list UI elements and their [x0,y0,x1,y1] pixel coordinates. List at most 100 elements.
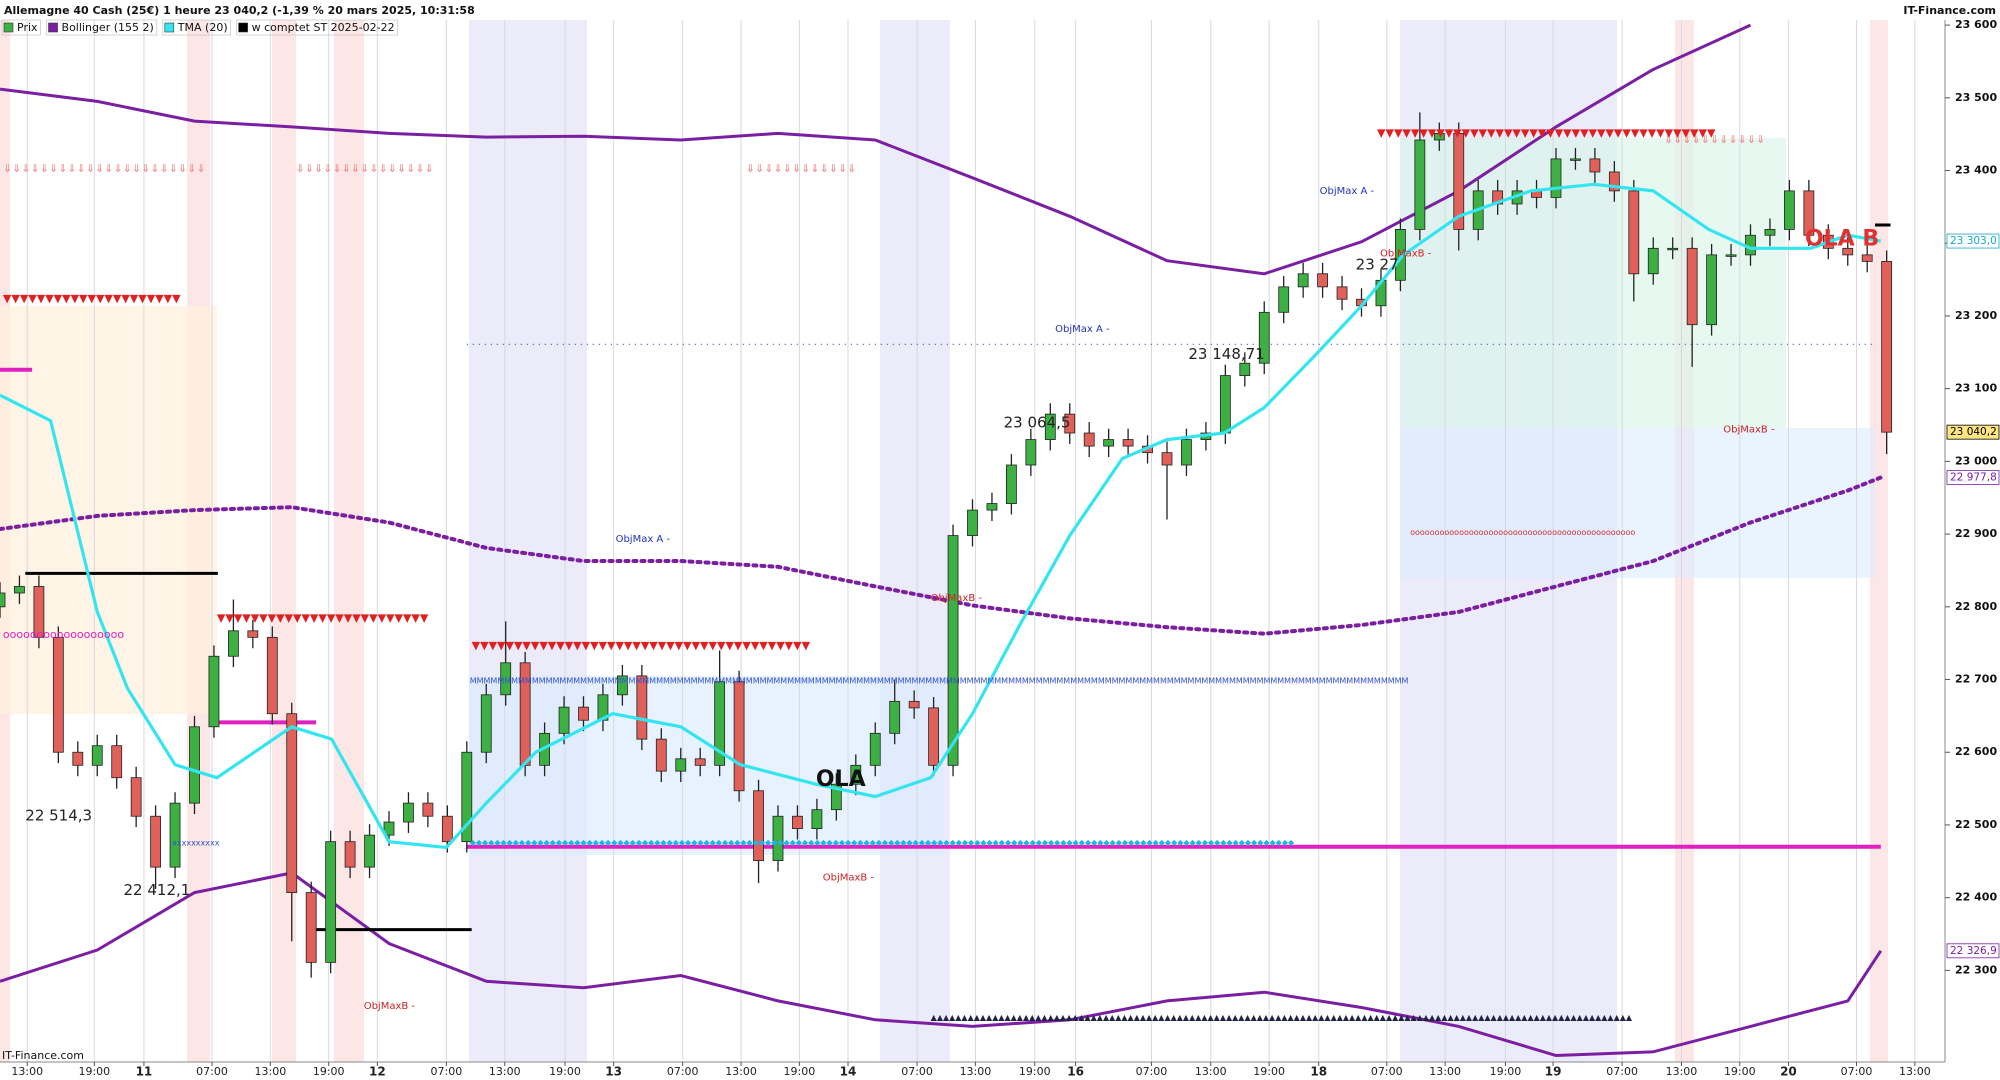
source: IT-Finance.com [2,1049,84,1062]
candle-body [694,758,706,766]
x-tick-label: 13:00 [725,1065,757,1078]
candle-body [753,790,764,861]
legend-label: w comptet ST 2025-02-22 [252,21,395,34]
candle-body [1278,286,1290,313]
candle-body [1881,261,1893,433]
y-tick-label: 22 500 [1955,818,1997,831]
candle-body [1803,190,1815,236]
x-tick-label: 16 [1067,1065,1084,1079]
annotation: oooooooooooooooooo [3,628,124,641]
x-tick-label: 19:00 [1019,1065,1051,1078]
annotation: 22 514,3 [25,807,92,825]
x-tick-label: 11 [136,1065,153,1079]
candle-body [1239,362,1251,376]
price-tag-box [1946,424,2000,440]
candle-body [830,783,842,811]
candle-body [1453,133,1465,230]
annotation: 23 148,71 [1188,345,1264,363]
x-tick-label: 07:00 [1371,1065,1403,1078]
candle-body [91,745,103,766]
candle-body [1025,439,1037,466]
zone [0,306,217,714]
candle-body [1725,254,1737,257]
candle-body [772,815,784,861]
legend-frame [236,19,398,36]
candle-body [578,706,589,721]
legend-frame [46,19,158,36]
legend-swatch [238,22,248,33]
y-tick-label: 22 400 [1955,891,1997,904]
annotation: 22 412,1 [124,881,191,899]
y-tick-label: 22 900 [1955,527,1997,540]
candle-body [266,636,278,715]
candle-body [636,675,648,740]
annotation: ▲▲▲▲▲▲▲▲▲▲▲▲▲▲▲▲▲▲▲▲▲▲▲▲▲▲▲▲▲▲▲▲▲▲▲▲▲▲▲▲… [931,1013,1633,1022]
candle-body [1570,158,1581,161]
annotation: ▼▼▼▼▼▼▼▼▼▼▼▼▼▼▼▼▼▼▼▼▼▼▼▼▼▼▼▼▼▼▼▼▼▼▼▼▼▼▼▼ [472,639,811,652]
candle-body [325,841,337,963]
candle-body [714,681,726,766]
candle-body [1122,439,1134,447]
annotation: ⇓⇓⇓⇓⇓⇓⇓⇓⇓⇓⇓ [1664,133,1765,146]
legend: Prix Bollinger (155 2) TMA (20) w comptet S… [1,19,398,36]
candle-body [52,636,64,753]
candle-body [1842,247,1854,256]
candle-body [947,535,959,766]
x-tick-label: 19:00 [1490,1065,1522,1078]
candle-body [558,706,570,734]
candle-body [383,821,395,836]
candle-body [169,802,181,868]
candle-body [14,586,25,594]
candle-body [72,751,84,766]
x-tick-label: 13:00 [1666,1065,1698,1078]
x-tick-label: 13:00 [960,1065,992,1078]
x-tick-label: 19:00 [1724,1065,1756,1078]
candle-body [1006,464,1017,504]
annotation: ObjMax A - [616,534,671,545]
candle-body [344,841,356,868]
annotation: ▼▼▼▼▼▼▼▼▼▼▼▼▼▼▼▼▼▼▼▼▼▼▼▼▼ [217,611,429,624]
candle-body [1608,171,1620,192]
candle-body [441,815,453,843]
x-tick-label: 19 [1545,1065,1562,1079]
annotation: ◆◆◆◆◆◆◆◆◆◆◆◆◆◆◆◆◆◆◆◆◆◆◆◆◆◆◆◆◆◆◆◆◆◆◆◆◆◆◆◆… [470,838,1295,847]
y-tick-label: 22 700 [1955,673,1997,686]
candle-body [1064,413,1076,434]
legend-swatch [3,22,14,33]
candle-body [655,738,667,772]
price-tag-label: 22 326,9 [1950,945,1997,957]
x-tick-label: 19:00 [1253,1065,1285,1078]
y-tick-label: 23 600 [1955,18,1997,31]
x-tick-label: 07:00 [1136,1065,1168,1078]
axes: 22 300 22 400 22 500 22 600 22 700 22 800 22 9… [11,18,2000,1079]
legend-swatch [48,22,58,33]
candle-body [928,707,939,766]
x-tick-label: 14 [840,1065,857,1079]
bollinger-lower [0,871,1883,1058]
y-tick-label: 23 400 [1955,164,1997,177]
y-tick-label: 22 300 [1955,963,1997,976]
y-tick-label: 23 500 [1955,91,1997,104]
background-zones [0,20,1888,1062]
annotation: 23 27 [1356,256,1399,274]
x-tick-label: 20 [1780,1065,1797,1079]
candle-body [1044,413,1056,440]
price-tag-box [1946,470,2000,485]
candle-body [480,694,492,753]
annotation: ObjMaxB - [1723,424,1775,435]
candle-body [403,802,414,823]
candle-body [130,777,142,817]
candle-body [1667,247,1679,251]
x-tick-label: 19:00 [78,1065,110,1078]
y-tick-label: 22 800 [1955,600,1997,613]
legend-label: Bollinger (155 2) [62,21,154,34]
candle-body [461,751,473,843]
annotation: ObjMaxB - [931,593,983,604]
candle-body [889,700,901,734]
candle-body [364,834,375,868]
x-tick-label: 18 [1310,1065,1327,1079]
candle-body [986,503,998,511]
price-tag-label: 23 040,2 [1950,426,1997,438]
